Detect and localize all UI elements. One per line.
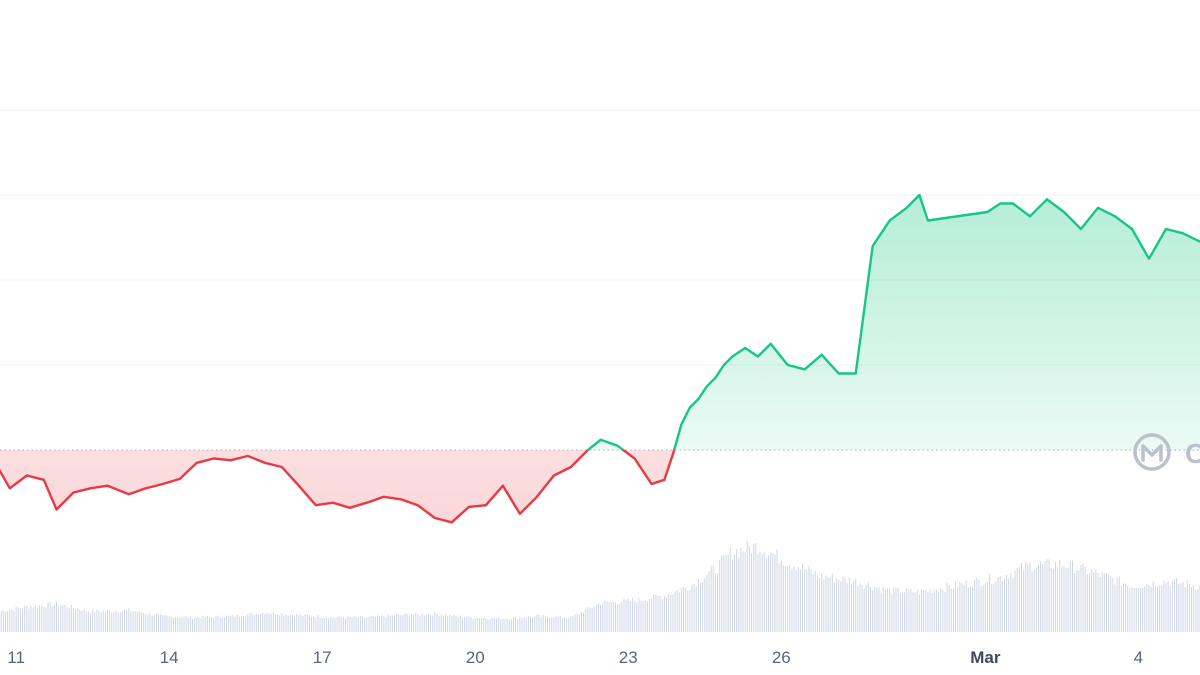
price-point xyxy=(569,466,572,468)
area-above-baseline xyxy=(0,195,1200,450)
price-point xyxy=(365,501,368,504)
price-point xyxy=(1114,215,1116,218)
price-point xyxy=(1080,228,1082,230)
price-point xyxy=(229,459,232,462)
x-axis-ticks: 11 14 17 20 23 26 Mar 4 xyxy=(7,648,1143,667)
price-point xyxy=(382,495,385,498)
area-below-baseline xyxy=(0,450,1200,523)
price-point xyxy=(837,372,840,375)
price-point xyxy=(633,457,636,460)
price-point xyxy=(744,347,747,349)
price-point xyxy=(671,453,674,456)
price-point xyxy=(854,372,857,375)
price-point xyxy=(1097,206,1099,209)
price-point xyxy=(586,449,589,451)
x-tick-label: 4 xyxy=(1134,648,1143,667)
price-point xyxy=(905,206,908,209)
price-point xyxy=(263,461,266,464)
price-point xyxy=(1148,257,1150,260)
price-point xyxy=(195,461,198,464)
price-point xyxy=(331,501,334,504)
price-point xyxy=(731,355,734,358)
price-point xyxy=(918,194,921,196)
price-point xyxy=(518,512,521,515)
price-area-fills xyxy=(0,195,1200,523)
volume-bars xyxy=(0,540,1200,632)
price-point xyxy=(280,466,283,468)
price-point xyxy=(680,423,683,426)
coinmarketcap-logo-icon xyxy=(1133,433,1171,471)
price-point xyxy=(723,364,725,366)
x-tick-label: Mar xyxy=(970,648,1001,667)
price-point xyxy=(1063,211,1065,213)
watermark-text: C xyxy=(1185,438,1200,469)
price-point xyxy=(89,487,92,490)
price-point xyxy=(650,483,653,485)
price-point xyxy=(714,376,717,379)
price-point xyxy=(1182,232,1184,235)
price-point xyxy=(769,342,772,345)
price-point xyxy=(467,506,470,508)
x-tick-label: 26 xyxy=(772,648,791,667)
price-point xyxy=(484,504,487,507)
price-point xyxy=(1012,202,1014,205)
price-point xyxy=(616,444,619,447)
price-line-down xyxy=(0,450,676,524)
price-point xyxy=(25,474,28,477)
price-point xyxy=(501,484,504,487)
price-point xyxy=(871,245,874,247)
price-point xyxy=(757,355,759,358)
price-point xyxy=(178,478,181,480)
price-point xyxy=(697,398,700,400)
price-points xyxy=(8,194,1200,524)
price-point xyxy=(1165,228,1167,230)
price-point xyxy=(803,368,806,371)
price-point xyxy=(535,495,538,498)
price-point xyxy=(888,219,891,222)
price-point xyxy=(552,474,555,477)
price-point xyxy=(8,487,11,490)
watermark: C xyxy=(1133,433,1200,471)
x-tick-label: 11 xyxy=(7,648,25,667)
price-point xyxy=(314,504,317,507)
price-point xyxy=(55,508,58,511)
x-tick-label: 20 xyxy=(466,648,485,667)
price-point xyxy=(212,457,215,460)
price-point xyxy=(1131,228,1133,230)
price-point xyxy=(127,493,130,496)
price-point xyxy=(433,517,436,519)
price-point xyxy=(348,506,351,509)
price-point xyxy=(106,484,109,487)
price-point xyxy=(999,202,1002,205)
price-point xyxy=(1046,198,1048,201)
price-point xyxy=(1029,215,1031,218)
price-point xyxy=(161,483,164,485)
price-point xyxy=(688,406,691,409)
price-point xyxy=(705,385,708,388)
price-point xyxy=(42,478,45,481)
price-point xyxy=(246,455,249,457)
price-point xyxy=(599,438,602,441)
price-point xyxy=(416,504,419,507)
x-tick-label: 14 xyxy=(160,648,179,667)
x-tick-label: 23 xyxy=(619,648,638,667)
price-point xyxy=(450,521,453,524)
price-point xyxy=(297,484,300,487)
price-point xyxy=(663,478,666,481)
price-point xyxy=(786,364,789,366)
price-point xyxy=(986,211,989,213)
price-point xyxy=(399,498,402,501)
price-point xyxy=(144,487,147,490)
price-point xyxy=(72,491,75,494)
price-point xyxy=(820,353,823,356)
x-tick-label: 17 xyxy=(313,648,332,667)
price-point xyxy=(927,219,929,222)
